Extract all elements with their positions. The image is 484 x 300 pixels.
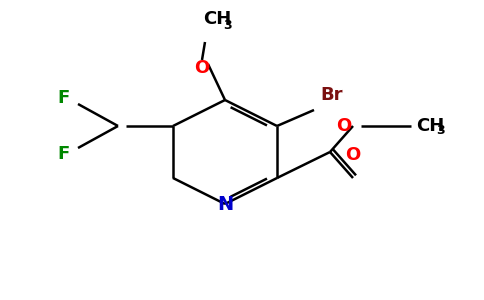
Text: CH: CH (203, 10, 231, 28)
Text: CH: CH (416, 117, 444, 135)
Text: 3: 3 (436, 124, 445, 136)
Text: 3: 3 (223, 19, 232, 32)
Text: F: F (58, 89, 70, 107)
Text: O: O (195, 59, 210, 77)
Text: N: N (217, 194, 233, 214)
Text: O: O (346, 146, 361, 164)
Text: F: F (58, 145, 70, 163)
Text: Br: Br (320, 86, 343, 104)
Text: O: O (336, 117, 351, 135)
